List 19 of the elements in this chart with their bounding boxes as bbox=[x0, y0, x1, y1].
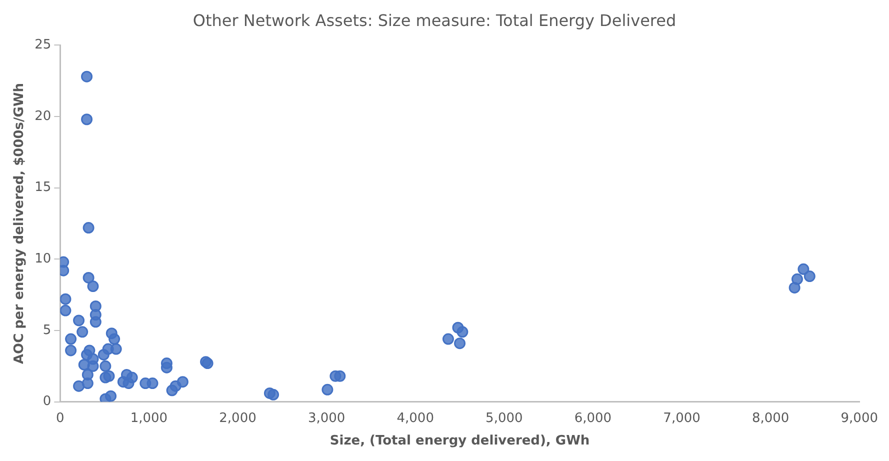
y-tick-label: 20 bbox=[34, 108, 52, 124]
chart-title: Other Network Assets: Size measure: Total Energy Delivered bbox=[192, 10, 676, 30]
y-axis-title: AOC per energy delivered, $000s/GWh bbox=[12, 82, 28, 364]
x-tick-label: 0 bbox=[56, 410, 64, 426]
y-tick-label: 0 bbox=[42, 394, 52, 410]
x-tick-label: 1,000 bbox=[130, 410, 168, 426]
x-tick-label: 2,000 bbox=[219, 410, 256, 426]
y-tick-label: 15 bbox=[34, 180, 52, 196]
x-tick-label: 6,000 bbox=[574, 410, 612, 426]
y-tick-label: 25 bbox=[34, 38, 52, 53]
x-tick-label: 5,000 bbox=[486, 410, 523, 426]
x-tick-label: 9,000 bbox=[840, 410, 878, 426]
x-tick-label: 3,000 bbox=[308, 410, 346, 426]
y-tick-label: 10 bbox=[34, 252, 52, 267]
y-tick-label: 5 bbox=[42, 322, 52, 338]
x-axis-title: Size, (Total energy delivered), GWh bbox=[330, 434, 590, 449]
x-tick-label: 8,000 bbox=[752, 410, 790, 426]
x-tick-label: 7,000 bbox=[663, 410, 700, 426]
x-tick-label: 4,000 bbox=[396, 410, 434, 426]
